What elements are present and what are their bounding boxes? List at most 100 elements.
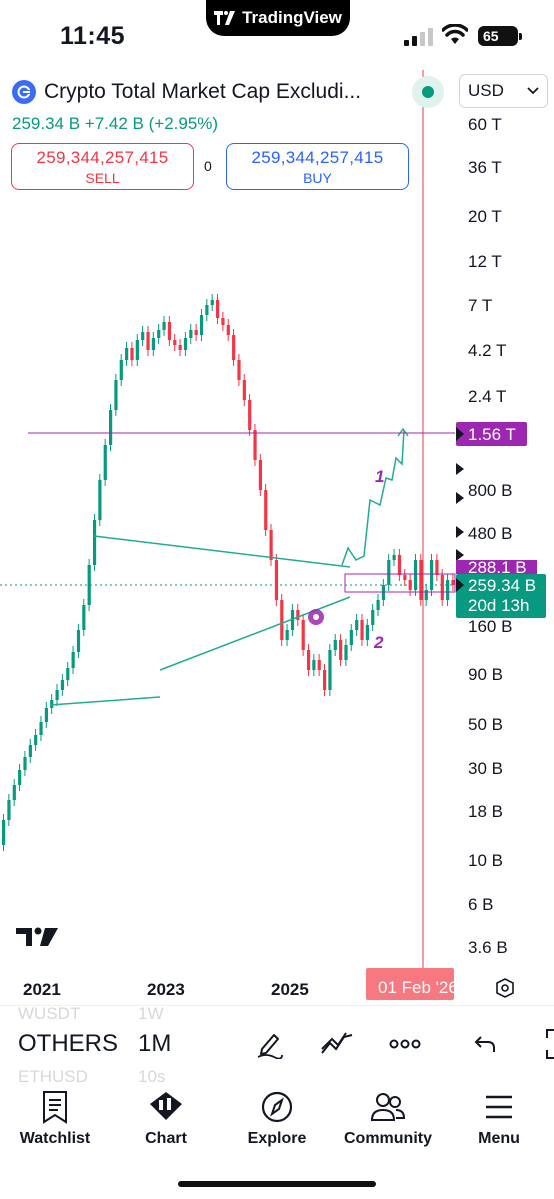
sell-button[interactable]: 259,344,257,415 SELL xyxy=(11,143,194,190)
price-tick-label: 7 T xyxy=(468,296,492,315)
candle-body xyxy=(328,650,332,690)
symbol-picker[interactable]: OTHERS xyxy=(18,1030,119,1057)
interval-picker[interactable]: 1M xyxy=(138,1030,172,1057)
candle-body xyxy=(183,338,188,350)
symbol-header[interactable]: Crypto Total Market Cap Excludi... xyxy=(12,78,361,106)
nav-watchlist-label: Watchlist xyxy=(19,1130,91,1147)
chevron-down-icon xyxy=(527,87,539,95)
price-chart[interactable]: 60 T 36 T 20 T 12 T 7 T 4.2 T 2.4 T 800 B 480 B 1… xyxy=(0,0,554,1005)
fullscreen-icon[interactable] xyxy=(530,1027,554,1061)
projection-arrow xyxy=(397,427,409,437)
price-tick-label: 60 T xyxy=(468,115,502,134)
candle-body xyxy=(365,625,369,640)
more-icon[interactable] xyxy=(388,1027,422,1061)
nav-community[interactable]: Community xyxy=(333,1088,443,1148)
candle-body xyxy=(349,630,353,645)
battery-level: 65 xyxy=(483,28,499,44)
candle-body xyxy=(82,605,86,630)
symbol-title[interactable]: Crypto Total Market Cap Excludi... xyxy=(44,80,362,103)
candle-body xyxy=(125,348,129,360)
price-tick-label: 10 B xyxy=(468,851,503,870)
price-tick-label: 50 B xyxy=(468,715,503,734)
candle-body xyxy=(39,722,43,735)
candle-body xyxy=(317,660,321,670)
symbol-prev[interactable]: WUSDT xyxy=(18,1004,81,1023)
candle-body xyxy=(344,645,348,660)
countdown-label: 20d 13h xyxy=(468,596,529,615)
candle-body xyxy=(23,757,27,770)
price-tick-label: 800 B xyxy=(468,481,512,500)
candle-body xyxy=(135,340,139,360)
trendline-upper xyxy=(93,535,351,568)
candle-body xyxy=(312,660,316,670)
candle-body xyxy=(242,380,246,400)
candle-body xyxy=(269,530,273,560)
candle-body xyxy=(18,770,22,785)
nav-watchlist[interactable]: Watchlist xyxy=(0,1088,110,1148)
indicators-icon[interactable] xyxy=(320,1027,354,1061)
interval-next[interactable]: 10s xyxy=(138,1067,166,1086)
candle-body xyxy=(253,430,257,460)
price-tick-label: 36 T xyxy=(468,158,502,177)
candle-body xyxy=(264,490,268,530)
tradingview-logo-icon xyxy=(214,11,236,25)
price-tick-label: 4.2 T xyxy=(468,341,506,360)
symbol-next[interactable]: ETHUSD xyxy=(18,1067,88,1086)
price-tick-label: 30 B xyxy=(468,759,503,778)
wave-label-1: 1 xyxy=(375,467,384,486)
candle-body xyxy=(194,330,198,335)
buy-button[interactable]: 259,344,257,415 BUY xyxy=(226,143,409,190)
candle-body xyxy=(141,332,145,340)
sell-label: SELL xyxy=(85,170,120,186)
current-price-label-bg xyxy=(456,574,546,618)
candle-body xyxy=(189,330,193,338)
buy-price: 259,344,257,415 xyxy=(251,148,384,167)
nav-community-label: Community xyxy=(344,1130,432,1147)
candle-body xyxy=(403,575,407,580)
battery-icon: 65 xyxy=(478,26,522,46)
scale-marker-icon xyxy=(456,492,464,504)
undo-icon[interactable] xyxy=(468,1027,502,1061)
currency-select[interactable]: USD xyxy=(459,74,548,108)
candle-body xyxy=(130,348,134,360)
candle-body xyxy=(98,480,102,520)
time-cursor-label-bg xyxy=(366,968,454,1000)
price-tick-label: 12 T xyxy=(468,252,502,271)
nav-explore[interactable]: Explore xyxy=(222,1088,332,1148)
nav-menu-label: Menu xyxy=(478,1130,520,1147)
candle-body xyxy=(301,620,305,650)
candle-body xyxy=(7,800,11,820)
candle-body xyxy=(119,360,123,380)
candle-body xyxy=(210,300,214,305)
candle-body xyxy=(435,560,439,575)
target-label-arrow-icon xyxy=(456,427,464,441)
status-bar: 11:45 TradingView 65 xyxy=(0,0,554,70)
wave-label-2: 2 xyxy=(373,633,384,652)
draw-icon[interactable] xyxy=(252,1027,286,1061)
dynamic-island: TradingView xyxy=(206,0,350,36)
candle-body xyxy=(199,315,204,335)
spread-value: 0 xyxy=(204,158,212,174)
interval-prev[interactable]: 1W xyxy=(138,1004,164,1023)
candle-body xyxy=(440,575,444,600)
chart-toolbar xyxy=(0,1005,554,1087)
candle-body xyxy=(451,580,455,585)
price-tick-label: 2.4 T xyxy=(468,387,506,406)
nav-menu[interactable]: Menu xyxy=(444,1088,554,1148)
candle-body xyxy=(28,745,32,757)
chart-icon xyxy=(150,1092,182,1120)
nav-chart[interactable]: Chart xyxy=(111,1088,221,1148)
candle-body xyxy=(12,785,16,800)
candle-body xyxy=(376,600,380,610)
candle-body xyxy=(66,668,70,680)
wifi-icon xyxy=(442,24,468,44)
candle-body xyxy=(424,590,428,600)
range-box xyxy=(344,573,456,593)
clock: 11:45 xyxy=(60,22,126,50)
candle-body xyxy=(103,445,107,480)
watchlist-icon xyxy=(43,1091,67,1124)
tv-watermark-icon xyxy=(16,928,32,946)
last-price: 259.34 B xyxy=(12,114,81,133)
market-status-icon[interactable] xyxy=(412,76,444,108)
island-label: TradingView xyxy=(242,8,342,27)
